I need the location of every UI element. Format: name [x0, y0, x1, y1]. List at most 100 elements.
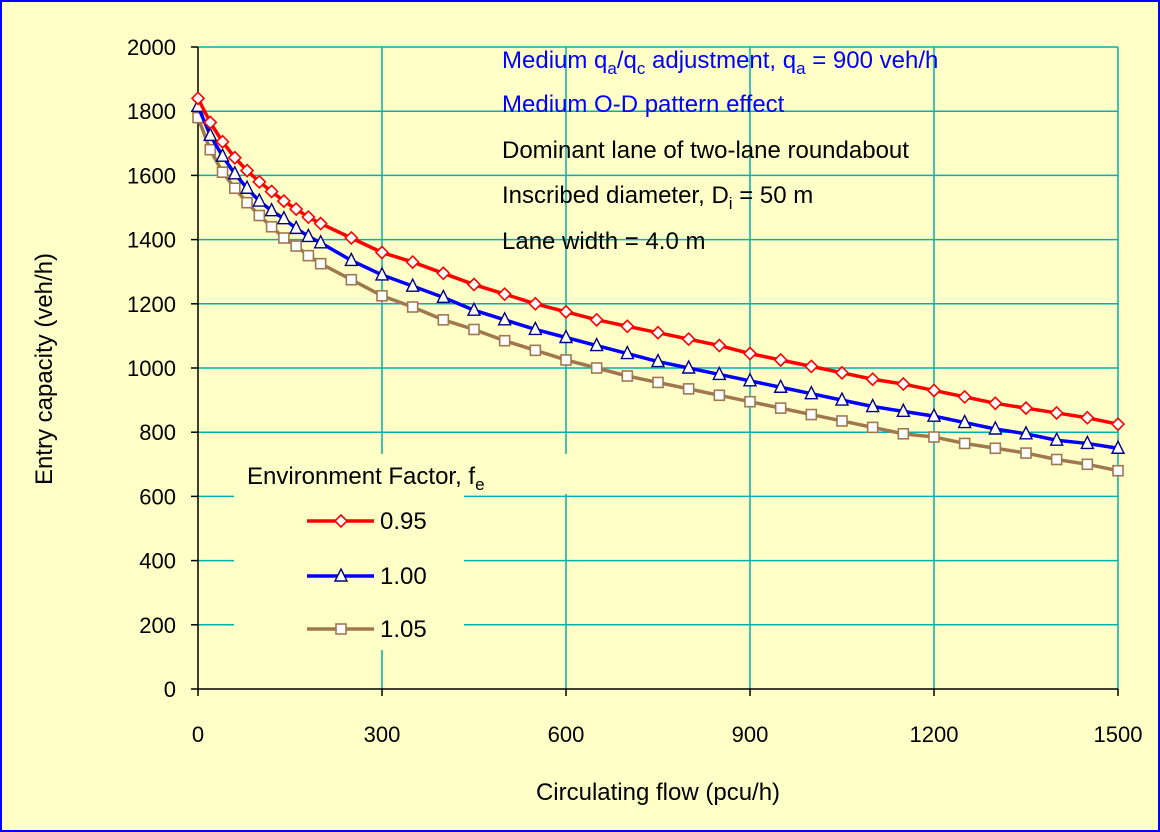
data-point [621, 370, 634, 382]
data-point [1049, 431, 1064, 446]
data-point [333, 567, 349, 582]
annotation-line-5: Lane width = 4.0 m [502, 228, 705, 255]
data-point [301, 209, 316, 225]
y-tick-label: 600 [139, 484, 176, 509]
data-point [313, 234, 328, 249]
data-point [957, 414, 972, 429]
data-point [897, 428, 910, 440]
data-point [804, 385, 819, 400]
y-tick-label: 800 [139, 420, 176, 445]
data-point [289, 201, 304, 217]
data-point [529, 344, 542, 357]
data-point [1080, 410, 1095, 425]
data-point [620, 319, 635, 334]
data-point [290, 240, 302, 252]
data-point [229, 182, 241, 195]
x-tick-label: 1500 [1094, 722, 1143, 747]
y-tick-label: 2000 [127, 35, 176, 60]
data-point [834, 391, 850, 406]
data-point [313, 216, 328, 231]
data-point [239, 163, 255, 178]
data-point [405, 254, 420, 270]
annotation-line-3: Dominant lane of two-lane roundabout [502, 137, 909, 164]
data-point [528, 296, 543, 311]
data-point [497, 311, 512, 326]
data-point [276, 193, 291, 209]
legend-label: 1.00 [380, 563, 427, 590]
data-point [466, 277, 482, 292]
series-line [196, 116, 1119, 473]
data-point [681, 359, 696, 374]
data-point [744, 395, 756, 408]
legend-background [234, 490, 464, 650]
data-point [345, 273, 358, 286]
legend-title-background [238, 454, 568, 494]
data-point [558, 304, 574, 319]
tick-labels: 0 200 400 600 800 1000 1200 1400 1600 1800 2000 0 30… [127, 35, 1142, 747]
x-tick-label: 1200 [910, 722, 959, 747]
data-point [252, 174, 267, 189]
data-point [989, 442, 1002, 455]
data-point [203, 115, 218, 130]
annotation-line-4: Inscribed diameter, Di = 50 m [502, 182, 813, 213]
data-point [926, 407, 942, 422]
data-point [988, 420, 1003, 435]
data-point [344, 251, 359, 267]
x-tick-label: 0 [192, 722, 204, 747]
data-point [773, 378, 788, 393]
data-point [374, 266, 390, 281]
data-point [289, 219, 304, 235]
data-point [1050, 453, 1063, 466]
legend: Environment Factor, fe 0.95 1.00 1.05 [234, 454, 568, 650]
data-point [896, 402, 911, 418]
data-point [1018, 400, 1034, 416]
data-point [314, 257, 327, 270]
data-point [652, 376, 664, 389]
y-tick-label: 400 [139, 549, 176, 574]
data-point [405, 277, 420, 292]
data-point [560, 354, 572, 366]
data-point [374, 245, 390, 260]
data-point [804, 359, 819, 374]
data-point [227, 150, 242, 165]
y-tick-label: 1600 [127, 163, 176, 188]
legend-label: 1.05 [380, 616, 427, 643]
data-point [620, 344, 635, 360]
annotation-line-2: Medium O-D pattern effect [502, 91, 785, 118]
data-point [333, 513, 349, 529]
y-tick-label: 1200 [127, 292, 176, 317]
data-point [437, 314, 450, 326]
data-point [1049, 405, 1064, 421]
data-point [712, 338, 727, 353]
data-point [227, 165, 242, 180]
data-point [650, 353, 666, 368]
data-point [216, 166, 229, 178]
data-point [866, 421, 879, 434]
data-point [958, 437, 971, 450]
data-point [301, 227, 316, 243]
data-point [926, 383, 942, 398]
x-tick-label: 900 [732, 722, 769, 747]
data-point [344, 230, 359, 246]
series-group [190, 91, 1126, 477]
data-point [896, 376, 911, 392]
annotation-line-1: Medium qa/qc adjustment, qa = 900 veh/h [502, 47, 938, 78]
series-1-00 [190, 97, 1126, 454]
data-point [865, 397, 880, 413]
data-point [774, 402, 787, 414]
data-point [1018, 425, 1034, 440]
data-point [681, 331, 696, 347]
data-point [742, 346, 758, 361]
legend-title: Environment Factor, fe [247, 463, 485, 494]
data-point [834, 365, 850, 380]
data-point [957, 389, 972, 405]
data-point [436, 288, 451, 304]
y-tick-label: 1400 [127, 228, 176, 253]
data-point [466, 301, 482, 316]
data-point [865, 372, 880, 387]
data-point [253, 209, 266, 222]
y-tick-label: 1000 [127, 356, 176, 381]
data-point [682, 383, 695, 395]
data-point [589, 312, 604, 327]
